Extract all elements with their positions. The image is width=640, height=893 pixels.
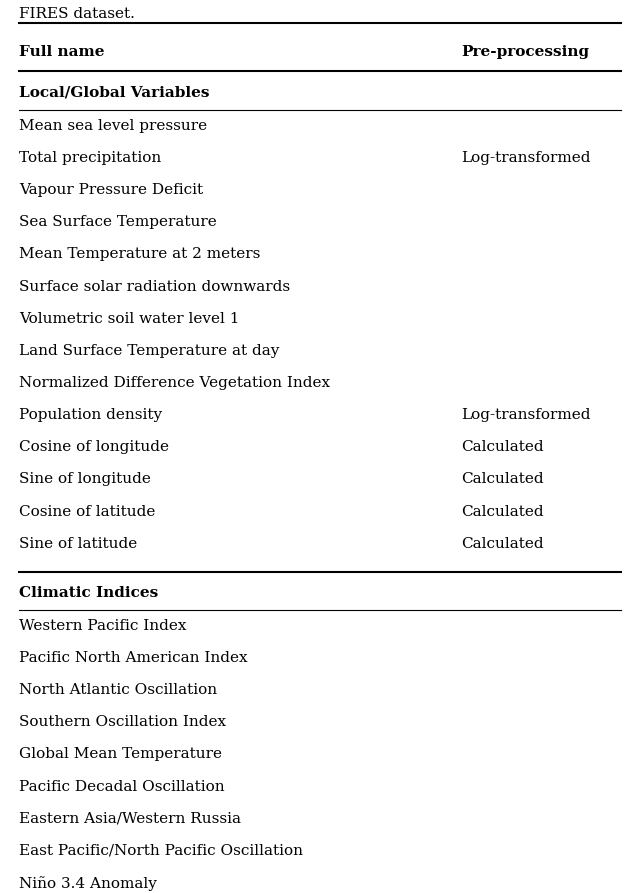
Text: Full name: Full name bbox=[19, 45, 105, 59]
Text: Niño 3.4 Anomaly: Niño 3.4 Anomaly bbox=[19, 876, 157, 891]
Text: Sine of latitude: Sine of latitude bbox=[19, 537, 138, 551]
Text: Pacific Decadal Oscillation: Pacific Decadal Oscillation bbox=[19, 780, 225, 794]
Text: Global Mean Temperature: Global Mean Temperature bbox=[19, 747, 222, 762]
Text: Cosine of latitude: Cosine of latitude bbox=[19, 505, 156, 519]
Text: Pacific North American Index: Pacific North American Index bbox=[19, 651, 248, 665]
Text: Sine of longitude: Sine of longitude bbox=[19, 472, 151, 487]
Text: Calculated: Calculated bbox=[461, 440, 543, 455]
Text: Local/Global Variables: Local/Global Variables bbox=[19, 86, 210, 100]
Text: Surface solar radiation downwards: Surface solar radiation downwards bbox=[19, 280, 291, 294]
Text: Mean Temperature at 2 meters: Mean Temperature at 2 meters bbox=[19, 247, 260, 262]
Text: Log-transformed: Log-transformed bbox=[461, 151, 590, 165]
Text: Log-transformed: Log-transformed bbox=[461, 408, 590, 422]
Text: Mean sea level pressure: Mean sea level pressure bbox=[19, 119, 207, 133]
Text: Volumetric soil water level 1: Volumetric soil water level 1 bbox=[19, 312, 240, 326]
Text: Population density: Population density bbox=[19, 408, 163, 422]
Text: Calculated: Calculated bbox=[461, 472, 543, 487]
Text: Pre-processing: Pre-processing bbox=[461, 45, 589, 59]
Text: Cosine of longitude: Cosine of longitude bbox=[19, 440, 169, 455]
Text: North Atlantic Oscillation: North Atlantic Oscillation bbox=[19, 683, 218, 697]
Text: Calculated: Calculated bbox=[461, 537, 543, 551]
Text: Climatic Indices: Climatic Indices bbox=[19, 586, 159, 600]
Text: East Pacific/North Pacific Oscillation: East Pacific/North Pacific Oscillation bbox=[19, 844, 303, 858]
Text: Normalized Difference Vegetation Index: Normalized Difference Vegetation Index bbox=[19, 376, 330, 390]
Text: Sea Surface Temperature: Sea Surface Temperature bbox=[19, 215, 217, 230]
Text: Vapour Pressure Deficit: Vapour Pressure Deficit bbox=[19, 183, 204, 197]
Text: Eastern Asia/Western Russia: Eastern Asia/Western Russia bbox=[19, 812, 241, 826]
Text: Southern Oscillation Index: Southern Oscillation Index bbox=[19, 715, 227, 730]
Text: Land Surface Temperature at day: Land Surface Temperature at day bbox=[19, 344, 280, 358]
Text: Calculated: Calculated bbox=[461, 505, 543, 519]
Text: Western Pacific Index: Western Pacific Index bbox=[19, 619, 187, 633]
Text: Total precipitation: Total precipitation bbox=[19, 151, 161, 165]
Text: FIRES dataset.: FIRES dataset. bbox=[19, 7, 135, 21]
